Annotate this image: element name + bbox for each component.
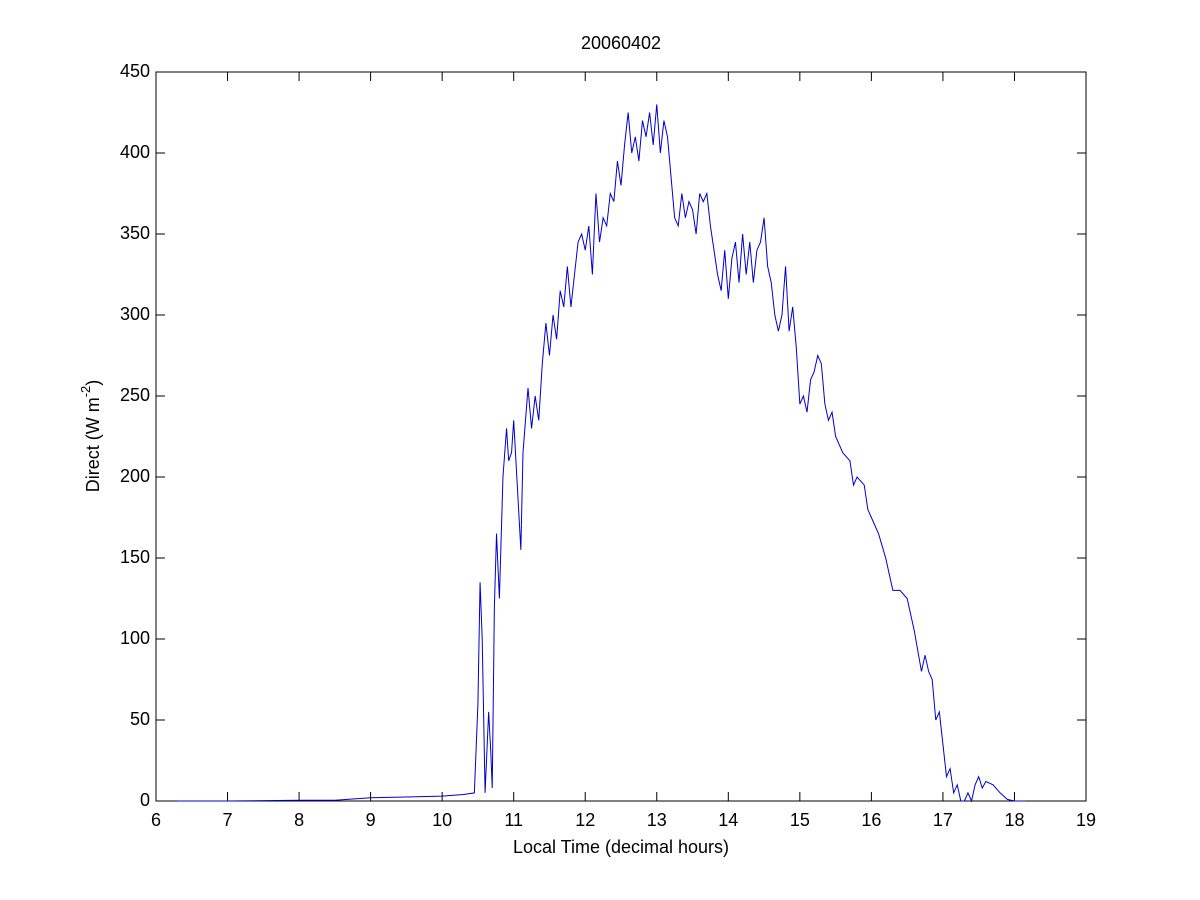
x-tick-label: 7 xyxy=(223,810,233,830)
x-tick-label: 14 xyxy=(718,810,738,830)
y-label-end: ) xyxy=(83,380,103,386)
x-tick-label: 16 xyxy=(861,810,881,830)
x-axis-label: Local Time (decimal hours) xyxy=(513,837,729,857)
y-tick-label: 400 xyxy=(120,142,150,162)
y-tick-label: 50 xyxy=(130,709,150,729)
y-tick-label: 450 xyxy=(120,61,150,81)
x-tick-label: 12 xyxy=(575,810,595,830)
y-tick-label: 350 xyxy=(120,223,150,243)
y-tick-label: 150 xyxy=(120,547,150,567)
y-label-sup: -2 xyxy=(78,386,93,398)
x-tick-label: 17 xyxy=(933,810,953,830)
plot-frame xyxy=(155,71,1087,802)
x-tick-label: 18 xyxy=(1004,810,1024,830)
x-tick-label: 8 xyxy=(294,810,304,830)
y-tick-label: 100 xyxy=(120,628,150,648)
y-axis-label: Direct (W m-2) xyxy=(78,380,102,493)
x-tick-label: 6 xyxy=(151,810,161,830)
x-tick-label: 9 xyxy=(366,810,376,830)
x-tick-label: 19 xyxy=(1076,810,1096,830)
x-tick-label: 11 xyxy=(504,810,523,830)
chart-title: 20060402 xyxy=(581,33,661,53)
y-tick-label: 200 xyxy=(120,466,150,486)
x-tick-label: 13 xyxy=(647,810,667,830)
x-tick-label: 15 xyxy=(790,810,810,830)
y-tick-label: 300 xyxy=(120,304,150,324)
x-tick-label: 10 xyxy=(432,810,452,830)
y-label-text: Direct (W m xyxy=(83,397,103,492)
data-line xyxy=(177,104,1026,803)
y-tick-label: 0 xyxy=(140,790,150,810)
y-tick-label: 250 xyxy=(120,385,150,405)
